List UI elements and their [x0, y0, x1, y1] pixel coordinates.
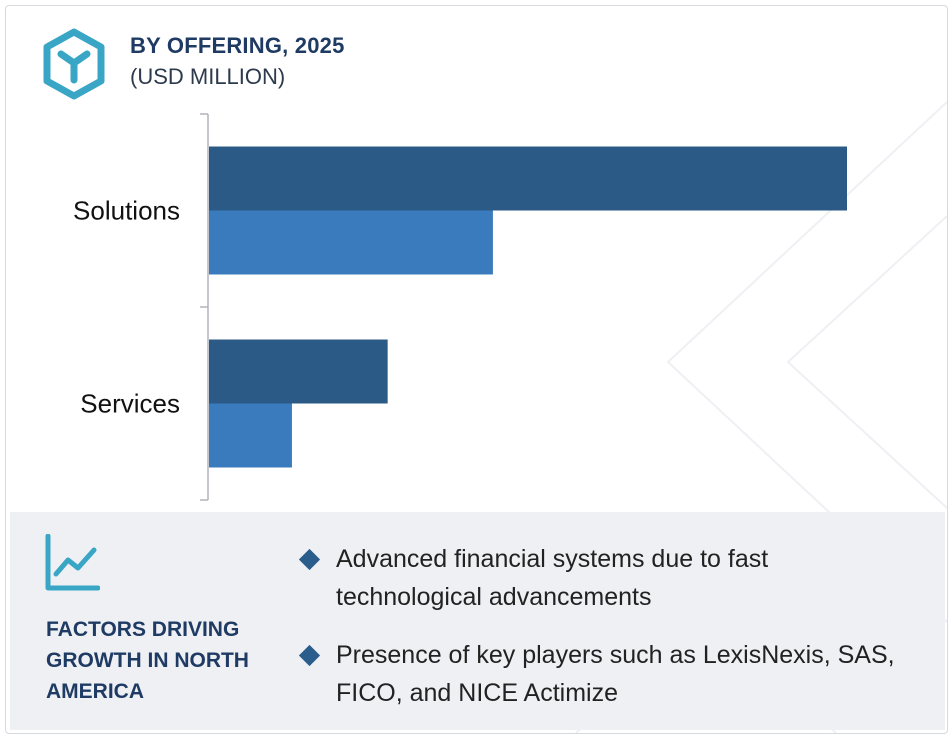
factor-text: Advanced financial systems due to fast t…	[336, 545, 769, 611]
factor-text: Presence of key players such as LexisNex…	[336, 641, 895, 707]
category-label: Services	[80, 389, 180, 419]
chart-subtitle: (USD MILLION)	[130, 64, 286, 89]
factors-list: Advanced financial systems due to fast t…	[298, 540, 918, 732]
bars-group	[209, 146, 847, 468]
bar-solutions-light	[209, 210, 493, 275]
factors-panel: FACTORS DRIVING GROWTH IN NORTH AMERICA …	[10, 512, 945, 730]
category-label: Solutions	[73, 196, 180, 226]
factor-item: Presence of key players such as LexisNex…	[298, 636, 918, 712]
category-axis	[200, 113, 209, 501]
factors-title: FACTORS DRIVING GROWTH IN NORTH AMERICA	[46, 618, 249, 703]
diamond-bullet-icon	[298, 548, 321, 571]
bar-solutions-dark	[209, 146, 847, 211]
bar-services-dark	[209, 339, 388, 404]
cube-logo-icon	[43, 28, 105, 100]
category-labels: Solutions Services	[73, 196, 180, 419]
chart-title: BY OFFERING, 2025	[130, 33, 345, 58]
bar-chart: Solutions Services	[73, 113, 847, 501]
diamond-bullet-icon	[298, 644, 321, 667]
trend-line-icon	[45, 534, 100, 591]
infographic-card: BY OFFERING, 2025 (USD MILLION) Solution…	[5, 5, 948, 734]
bar-services-light	[209, 403, 292, 468]
factor-item: Advanced financial systems due to fast t…	[298, 540, 918, 616]
